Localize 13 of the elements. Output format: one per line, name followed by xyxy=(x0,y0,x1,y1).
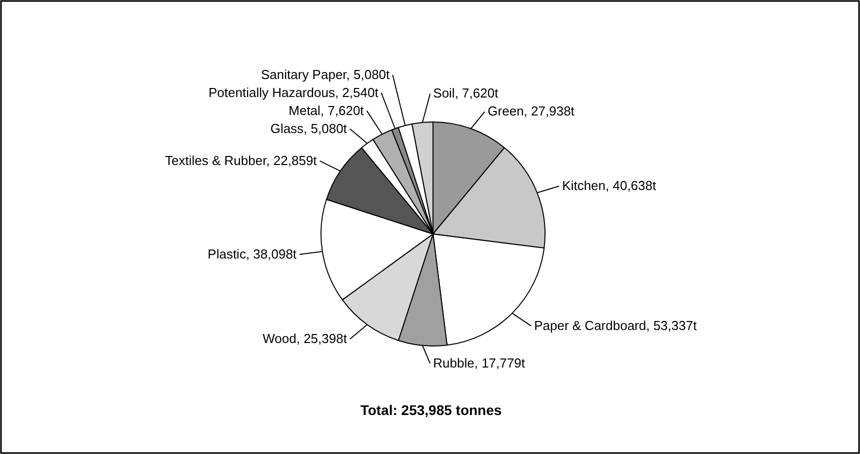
slice-label: Green, 27,938t xyxy=(488,104,575,119)
slice-label: Glass, 5,080t xyxy=(270,120,348,136)
slice-label: Rubble, 17,779t xyxy=(433,355,526,370)
slice-label: Potentially Hazardous, 2,540t xyxy=(208,84,379,100)
slice-label: Textiles & Rubber, 22,859t xyxy=(165,152,318,168)
slice-label: Wood, 25,398t xyxy=(262,331,348,346)
slice-label: Sanitary Paper, 5,080t xyxy=(261,66,390,82)
text: Total: 253,985 tonnes xyxy=(360,402,502,418)
slice-label: Metal, 7,620t xyxy=(288,102,364,118)
slice-label: Kitchen, 40,638t xyxy=(562,178,656,194)
slice-label: Soil, 7,620t xyxy=(433,86,499,101)
slice-label: Plastic, 38,098t xyxy=(208,246,297,262)
slice-label: Paper & Cardboard, 53,337t xyxy=(534,318,698,333)
